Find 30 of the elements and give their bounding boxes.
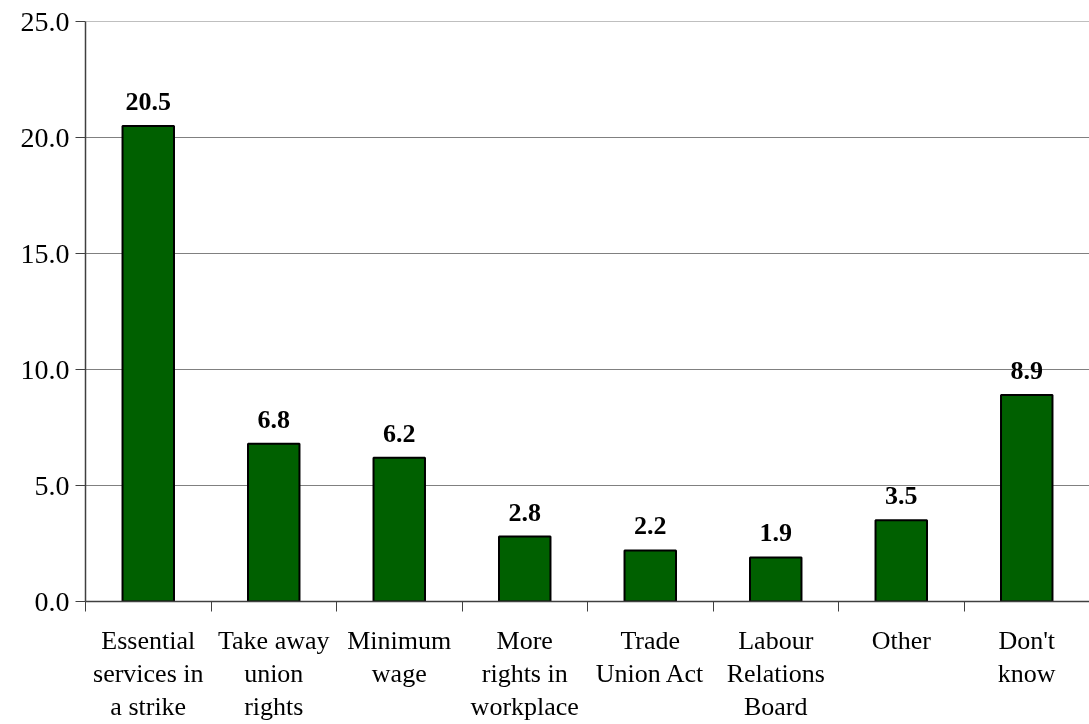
x-tick-label: Essential services in a strike	[93, 625, 204, 722]
data-label: 1.9	[759, 518, 792, 548]
bar	[1000, 394, 1054, 602]
x-tick-label: Minimum wage	[347, 625, 452, 688]
y-tick-label: 20.0	[20, 121, 70, 153]
bar	[874, 519, 928, 602]
y-tick-label: 25.0	[20, 5, 70, 37]
x-tick-label: Other	[871, 625, 932, 655]
x-tick-label: Take away union rights	[218, 625, 330, 722]
data-label: 8.9	[1010, 356, 1043, 386]
bar	[121, 124, 175, 602]
y-tick-label: 10.0	[20, 353, 70, 385]
data-label: 20.5	[125, 86, 171, 116]
y-tick-label: 5.0	[34, 469, 70, 501]
x-tick-label: Labour Relations Board	[726, 625, 825, 722]
data-label: 6.8	[257, 404, 290, 434]
data-label: 3.5	[885, 481, 918, 511]
data-label: 2.8	[508, 497, 541, 527]
x-tick-label: Trade Union Act	[595, 625, 705, 688]
bar	[498, 535, 552, 602]
bar	[623, 549, 677, 602]
bar	[749, 556, 803, 602]
x-tick-label: Don't know	[997, 625, 1056, 688]
y-tick-label: 15.0	[20, 237, 70, 269]
data-label: 6.2	[383, 418, 416, 448]
bar	[247, 442, 301, 602]
bar	[372, 456, 426, 602]
y-tick-label: 0.0	[34, 585, 70, 617]
data-label: 2.2	[634, 511, 667, 541]
x-tick-label: More rights in workplace	[470, 625, 579, 722]
